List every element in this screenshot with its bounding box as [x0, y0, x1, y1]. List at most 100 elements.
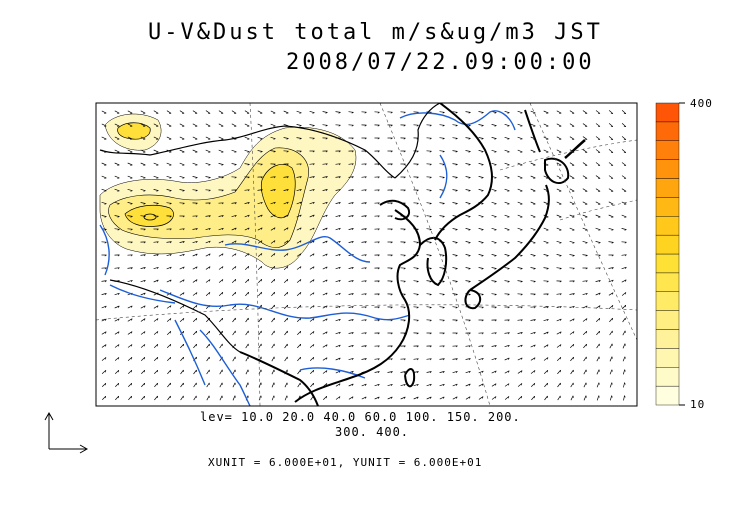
wind-arrow: [530, 383, 536, 387]
wind-arrow: [101, 293, 107, 295]
wind-arrowhead: [351, 306, 354, 309]
wind-arrow: [179, 110, 185, 114]
wind-arrowhead: [339, 383, 341, 386]
wind-arrowhead: [416, 215, 419, 218]
wind-arrowhead: [248, 240, 250, 243]
wind-arrow: [101, 136, 107, 140]
wind-arrow: [517, 227, 523, 231]
wind-arrow: [609, 343, 613, 349]
wind-arrowhead: [325, 150, 328, 153]
wind-arrow: [101, 318, 107, 322]
wind-arrow: [335, 396, 341, 400]
wind-arrow: [245, 356, 249, 362]
wind-arrowhead: [364, 176, 367, 179]
wind-arrow: [206, 382, 210, 388]
wind-arrow: [531, 395, 535, 401]
wind-arrowhead: [130, 203, 133, 205]
wind-arrowhead: [143, 190, 146, 192]
wind-arrow: [361, 176, 367, 178]
wind-arrow: [309, 240, 315, 244]
wind-arrowhead: [416, 319, 419, 322]
wind-arrow: [140, 357, 146, 361]
wind-arrowhead: [468, 281, 471, 283]
wind-arrowhead: [209, 279, 211, 282]
wind-arrow: [192, 240, 198, 244]
wind-arrow: [596, 369, 600, 375]
wind-arrow: [478, 345, 484, 347]
wind-arrow: [154, 369, 158, 375]
wind-arrow: [179, 123, 185, 127]
wind-arrow: [621, 228, 627, 230]
wind-arrowhead: [429, 216, 432, 218]
wind-arrow: [232, 291, 236, 297]
wind-arrow: [322, 201, 328, 205]
dust-core-west: [124, 204, 174, 227]
colorbar-swatch: [655, 348, 680, 368]
wind-arrowhead: [429, 384, 432, 386]
wind-arrow: [193, 343, 197, 349]
wind-arrowhead: [208, 189, 211, 192]
wind-arrow: [361, 383, 367, 387]
wind-arrowhead: [273, 138, 276, 140]
wind-arrowhead: [364, 189, 367, 192]
wind-arrow: [595, 188, 601, 192]
wind-arrow: [297, 343, 301, 349]
river-salween: [174, 319, 206, 386]
wind-arrow: [206, 343, 210, 349]
wind-arrow: [322, 253, 328, 257]
wind-arrow: [570, 369, 574, 375]
wind-arrowhead: [377, 254, 380, 257]
wind-arrow: [609, 382, 613, 388]
wind-vector-field: [101, 110, 627, 401]
wind-arrow: [218, 149, 224, 153]
wind-arrowhead: [118, 318, 120, 321]
wind-arrowhead: [442, 281, 445, 283]
wind-arrow: [582, 175, 588, 179]
wind-arrow: [114, 292, 120, 296]
wind-arrowhead: [468, 268, 471, 270]
wind-arrow: [309, 331, 315, 335]
wind-arrowhead: [183, 292, 185, 295]
wind-arrowhead: [364, 383, 367, 386]
wind-arrowhead: [481, 319, 484, 322]
wind-arrowhead: [390, 215, 393, 218]
wind-arrow: [219, 382, 223, 388]
wind-arrowhead: [494, 306, 497, 309]
wind-arrowhead: [482, 396, 484, 399]
wind-arrowhead: [143, 177, 146, 179]
chart-datetime: 2008/07/22.09:00:00: [286, 50, 595, 75]
wind-arrow: [582, 201, 588, 205]
wind-arrowhead: [481, 216, 484, 218]
reference-vector-x-arrowhead: [79, 444, 89, 454]
wind-arrowhead: [598, 267, 601, 270]
wind-arrow: [322, 214, 328, 218]
wind-arrow: [270, 266, 276, 270]
wind-arrow: [322, 176, 328, 178]
wind-arrowhead: [429, 294, 432, 296]
wind-arrowhead: [442, 294, 445, 296]
wind-arrowhead: [221, 151, 224, 153]
wind-arrowhead: [468, 332, 471, 335]
contour-levels-line1: lev= 10.0 20.0 40.0 60.0 100. 150. 200.: [200, 410, 521, 424]
wind-arrowhead: [326, 318, 328, 321]
wind-arrow: [517, 383, 523, 387]
wind-arrowhead: [169, 164, 172, 166]
wind-arrow: [544, 395, 548, 401]
wind-arrow: [569, 175, 575, 179]
wind-arrowhead: [469, 396, 471, 399]
wind-arrow: [582, 240, 588, 244]
wind-arrowhead: [339, 370, 341, 373]
wind-arrowhead: [143, 280, 146, 282]
wind-arrow: [557, 395, 561, 401]
wind-arrowhead: [195, 164, 198, 166]
wind-arrowhead: [196, 266, 198, 269]
wind-arrowhead: [104, 203, 107, 205]
wind-arrowhead: [442, 203, 445, 205]
wind-arrowhead: [481, 190, 484, 192]
wind-arrowhead: [104, 293, 107, 296]
wind-arrowhead: [221, 215, 224, 218]
coast-japan-hokkaido: [544, 157, 570, 185]
wind-arrow: [101, 110, 107, 114]
wind-arrow: [218, 279, 224, 283]
wind-arrow: [258, 317, 262, 323]
